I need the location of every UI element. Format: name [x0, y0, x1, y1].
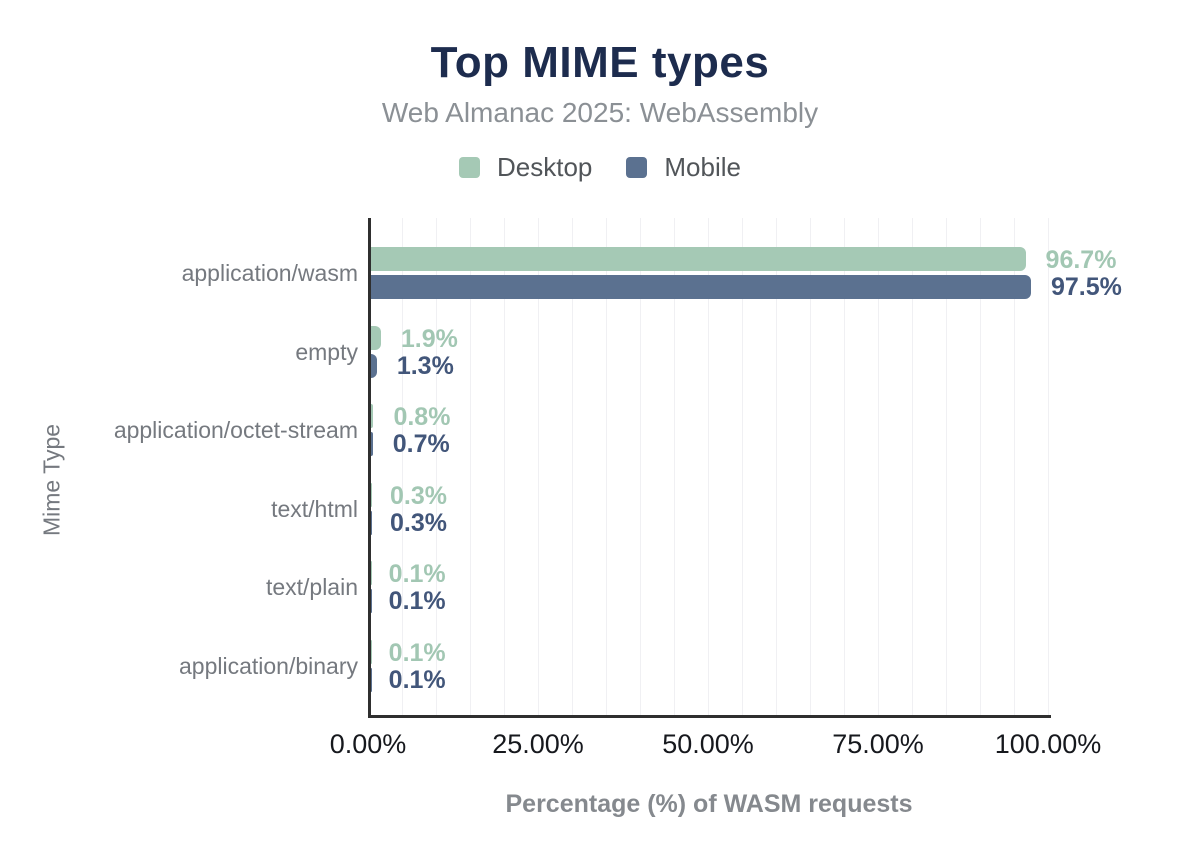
x-axis-line	[368, 715, 1051, 718]
legend-label: Desktop	[497, 152, 593, 182]
gridline	[1013, 218, 1015, 715]
gridline	[673, 218, 675, 715]
value-label-mobile: 0.1%	[388, 666, 446, 694]
category-label: text/html	[271, 495, 358, 522]
x-tick-label: 25.00%	[492, 729, 584, 759]
x-tick-label: 75.00%	[832, 729, 924, 759]
gridline	[537, 218, 539, 715]
legend-swatch-desktop	[459, 157, 480, 178]
bar-mobile	[371, 589, 372, 614]
chart-subtitle: Web Almanac 2025: WebAssembly	[381, 97, 819, 128]
gridline	[979, 218, 981, 715]
legend-label: Mobile	[664, 152, 741, 182]
category-label: application/wasm	[181, 260, 358, 286]
gridline	[639, 218, 641, 715]
bar-desktop	[371, 640, 372, 664]
gridline	[435, 218, 437, 715]
gridline	[877, 218, 879, 715]
category-label: empty	[295, 338, 358, 365]
gridline	[401, 218, 403, 715]
bar-desktop	[371, 404, 374, 429]
gridline	[571, 218, 573, 715]
gridline	[809, 218, 811, 715]
value-label-mobile: 0.7%	[392, 430, 450, 459]
gridline	[741, 218, 743, 715]
x-tick-label: 0.00%	[329, 729, 407, 759]
gridline	[605, 218, 607, 715]
category-label: application/octet-stream	[113, 417, 358, 444]
gridline	[843, 218, 845, 715]
x-tick-label: 50.00%	[662, 729, 754, 759]
category-label: application/binary	[178, 653, 358, 679]
chart-title: Top MIME types	[430, 38, 770, 87]
legend-item-mobile[interactable]: Mobile	[626, 152, 741, 183]
legend-item-desktop[interactable]: Desktop	[459, 152, 592, 183]
gridline	[775, 218, 777, 715]
value-label-mobile: 0.3%	[390, 508, 448, 537]
category-label: text/plain	[265, 574, 358, 601]
value-label-desktop: 96.7%	[1045, 246, 1117, 274]
value-label-mobile: 0.1%	[388, 587, 446, 616]
bar-mobile	[371, 668, 372, 692]
gridline	[707, 218, 709, 715]
bar-desktop	[371, 482, 372, 507]
bar-desktop	[371, 561, 372, 586]
value-label-mobile: 1.3%	[396, 351, 454, 380]
x-axis-title: Percentage (%) of WASM requests	[505, 790, 913, 818]
chart-legend: Desktop Mobile	[0, 152, 1200, 183]
gridline	[469, 218, 471, 715]
value-label-desktop: 1.9%	[400, 324, 458, 353]
gridline	[911, 218, 913, 715]
value-label-desktop: 0.1%	[388, 560, 446, 589]
value-label-desktop: 0.1%	[388, 639, 446, 667]
bar-mobile	[371, 432, 373, 457]
bar-mobile	[371, 510, 372, 535]
bar-mobile	[371, 353, 377, 378]
legend-swatch-mobile	[626, 157, 648, 178]
bar-mobile	[371, 275, 1031, 299]
gridline	[503, 218, 505, 715]
y-axis-line	[368, 218, 371, 718]
bar-desktop	[371, 247, 1026, 271]
gridline	[945, 218, 947, 715]
bar-desktop	[371, 325, 381, 350]
x-tick-label: 100.00%	[994, 729, 1102, 759]
value-label-mobile: 97.5%	[1051, 273, 1122, 301]
value-label-desktop: 0.8%	[393, 403, 451, 432]
value-label-desktop: 0.3%	[390, 481, 448, 510]
gridline	[1047, 218, 1049, 715]
